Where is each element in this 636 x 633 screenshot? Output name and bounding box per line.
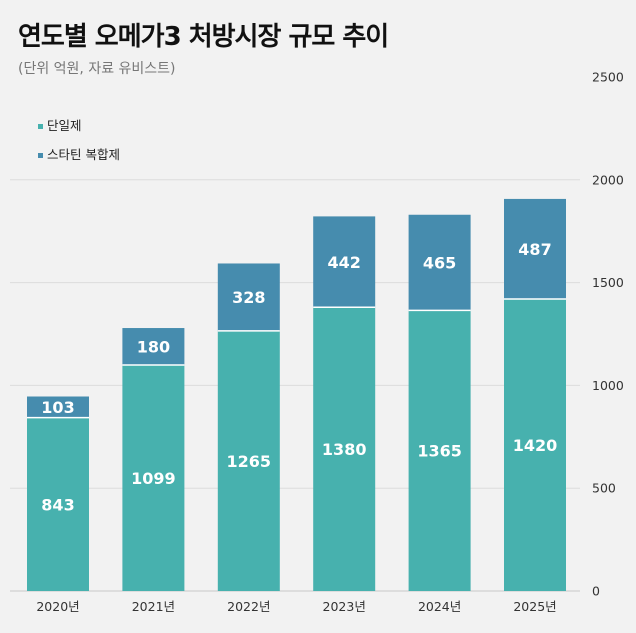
legend-swatch — [38, 124, 43, 129]
bar-segment-statin — [217, 263, 280, 331]
data-label: 328 — [232, 288, 265, 307]
x-tick-label: 2022년 — [227, 599, 270, 614]
bar-segment-statin — [122, 328, 185, 366]
bars — [27, 198, 566, 591]
bar-segment-single — [27, 417, 89, 591]
x-tick-label: 2023년 — [323, 599, 366, 614]
bar-segment-single — [408, 310, 471, 591]
data-label: 843 — [41, 495, 74, 514]
data-label: 1099 — [131, 469, 176, 488]
data-label: 487 — [518, 240, 551, 259]
bar-segment-single — [313, 307, 376, 591]
bar-segment-single — [217, 330, 280, 591]
x-tick-label: 2021년 — [132, 599, 175, 614]
data-label: 1380 — [322, 440, 367, 459]
legend-label: 단일제 — [47, 118, 82, 133]
x-tick-label: 2020년 — [36, 599, 79, 614]
y-tick-label: 2500 — [592, 70, 624, 85]
bar-segment-single — [504, 299, 566, 591]
bar-segment-statin — [504, 198, 566, 300]
data-label: 1265 — [227, 452, 272, 471]
data-label: 180 — [137, 338, 170, 357]
bar-segment-statin — [313, 216, 376, 308]
x-tick-label: 2024년 — [418, 599, 461, 614]
bar-segment-statin — [27, 396, 89, 418]
y-tick-label: 0 — [592, 584, 600, 599]
y-tick-label: 2000 — [592, 172, 624, 187]
y-tick-label: 1000 — [592, 378, 624, 393]
data-label: 1420 — [513, 436, 558, 455]
bar-segment-single — [122, 365, 185, 591]
legend-label: 스타틴 복합제 — [47, 147, 120, 162]
chart-subtitle: (단위 억원, 자료 유비스트) — [18, 61, 176, 77]
gridlines — [10, 179, 580, 592]
bar-segment-statin — [408, 214, 471, 311]
axis-ticks: 0 500 1000 1500 2000 2500 2020년 2021년 2022년 2023년… — [36, 70, 624, 615]
x-tick-label: 2025년 — [513, 599, 556, 614]
chart-title: 연도별 오메가3 처방시장 규모 추이 — [18, 22, 389, 52]
data-label: 442 — [327, 253, 360, 272]
data-labels: 843 103 1099 180 1265 328 1380 442 1365 465 1420 48… — [41, 240, 557, 514]
data-label: 103 — [41, 398, 74, 417]
legend-swatch — [38, 153, 43, 158]
data-label: 465 — [423, 254, 456, 273]
y-tick-label: 1500 — [592, 275, 624, 290]
y-tick-label: 500 — [592, 481, 616, 496]
data-label: 1365 — [417, 442, 462, 461]
